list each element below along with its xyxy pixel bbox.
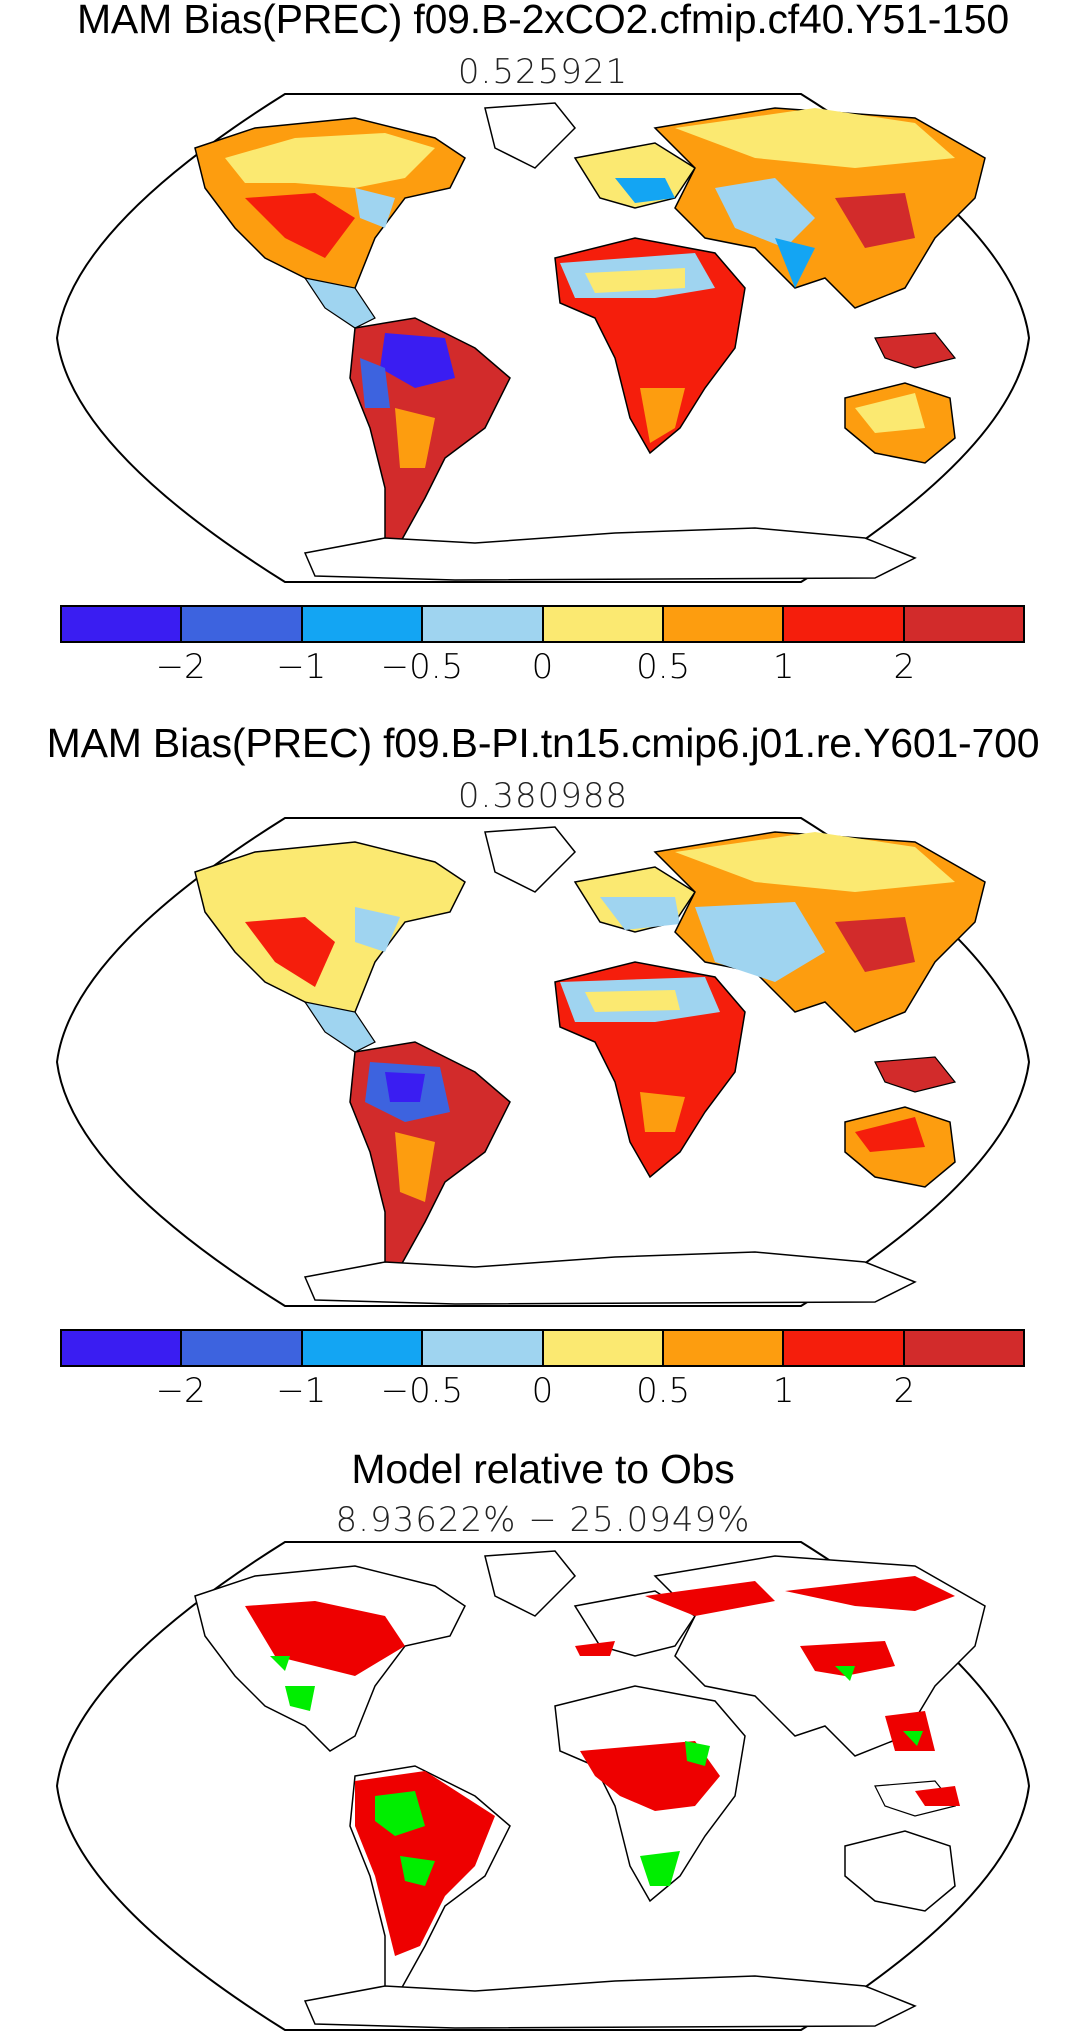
colorbar-tick-label: −0.5 xyxy=(380,1371,464,1411)
greenland xyxy=(484,1550,577,1617)
panel3-subtitle: 8.93622% − 25.0949% xyxy=(335,1500,751,1540)
colorbar-tick-label: −0.5 xyxy=(380,647,464,687)
colorbar-swatch xyxy=(62,1331,183,1365)
colorbar-swatch xyxy=(423,607,544,641)
antarctica xyxy=(303,527,917,581)
panel2-map xyxy=(55,812,1031,1312)
panel1-colorbar xyxy=(60,605,1025,643)
maritime-continent xyxy=(874,1056,957,1093)
panel3-map xyxy=(55,1536,1031,2036)
colorbar-swatch xyxy=(543,607,664,641)
north-america xyxy=(194,841,466,1028)
colorbar-swatch xyxy=(182,607,303,641)
panel2-colorbar xyxy=(60,1329,1025,1367)
colorbar-tick-label: 2 xyxy=(893,1371,916,1411)
maritime-continent xyxy=(874,332,957,369)
antarctica xyxy=(303,1975,917,2029)
antarctica xyxy=(303,1251,917,1305)
panel1-subtitle: 0.525921 xyxy=(457,52,629,92)
panel3-title: Model relative to Obs xyxy=(351,1446,735,1492)
panel2-subtitle: 0.380988 xyxy=(457,776,629,816)
colorbar-swatch xyxy=(663,1331,785,1365)
greenland xyxy=(484,102,577,169)
australia xyxy=(844,1830,956,1912)
panel1-map xyxy=(55,88,1031,588)
colorbar-swatch xyxy=(784,1331,905,1365)
colorbar-tick-label: 2 xyxy=(893,647,916,687)
panel1-colorbar-ticks: −2 −1 −0.5 0 0.5 1 2 xyxy=(60,647,1025,691)
colorbar-swatch xyxy=(904,607,1023,641)
colorbar-swatch xyxy=(423,1331,544,1365)
colorbar-tick-label: 0.5 xyxy=(636,647,691,687)
colorbar-swatch xyxy=(663,607,785,641)
colorbar-swatch xyxy=(302,607,424,641)
colorbar-tick-label: 0 xyxy=(531,647,554,687)
colorbar-swatch xyxy=(302,1331,424,1365)
panel2-title: MAM Bias(PREC) f09.B-PI.tn15.cmip6.j01.r… xyxy=(46,720,1040,766)
colorbar-swatch xyxy=(543,1331,664,1365)
colorbar-tick-label: −2 xyxy=(155,647,206,687)
colorbar-tick-label: 0.5 xyxy=(636,1371,691,1411)
colorbar-tick-label: −2 xyxy=(155,1371,206,1411)
colorbar-tick-label: −1 xyxy=(276,1371,327,1411)
colorbar-swatch xyxy=(904,1331,1023,1365)
panel3-map-svg xyxy=(55,1541,1031,2031)
colorbar-tick-label: 1 xyxy=(772,1371,795,1411)
panel1-title: MAM Bias(PREC) f09.B-2xCO2.cfmip.cf40.Y5… xyxy=(76,0,1010,42)
colorbar-swatch xyxy=(784,607,905,641)
panel2-map-svg xyxy=(55,817,1031,1307)
colorbar-swatch xyxy=(62,607,183,641)
panel1-map-svg xyxy=(55,93,1031,583)
greenland xyxy=(484,826,577,893)
colorbar-tick-label: 1 xyxy=(772,647,795,687)
colorbar-swatch xyxy=(182,1331,303,1365)
panel2-colorbar-ticks: −2 −1 −0.5 0 0.5 1 2 xyxy=(60,1371,1025,1415)
colorbar-tick-label: −1 xyxy=(276,647,327,687)
colorbar-tick-label: 0 xyxy=(531,1371,554,1411)
